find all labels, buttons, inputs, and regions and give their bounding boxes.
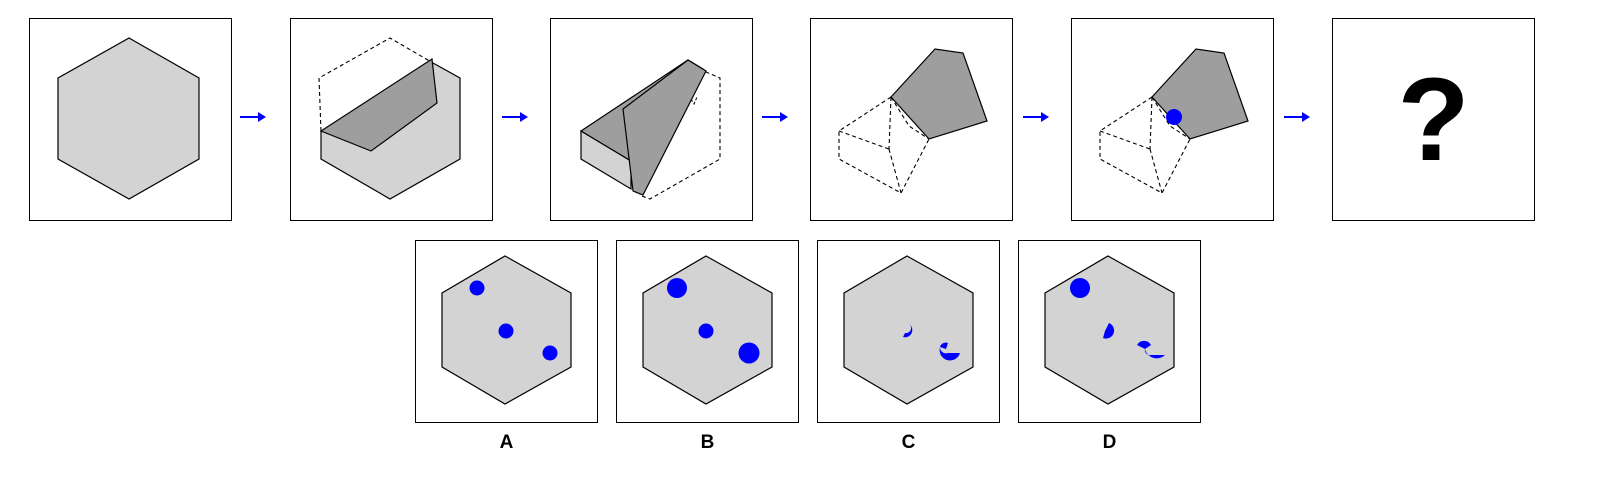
punched-hole xyxy=(738,342,760,364)
option-d-label: D xyxy=(1102,432,1117,453)
punched-hole xyxy=(940,342,948,349)
step-2-panel xyxy=(290,18,493,221)
option-a-hexagon xyxy=(441,255,572,405)
step-3-panel xyxy=(550,18,753,221)
right-arrow-icon xyxy=(762,112,788,122)
punched-hole xyxy=(1070,278,1090,298)
option-c-panel[interactable] xyxy=(817,240,1000,423)
punched-hole xyxy=(498,323,514,339)
right-arrow-icon xyxy=(1284,112,1310,122)
punched-hole xyxy=(1103,323,1115,339)
punched-hole xyxy=(903,323,913,338)
right-arrow-icon xyxy=(502,112,528,122)
punched-hole xyxy=(1137,340,1151,349)
step-4-panel xyxy=(810,18,1013,221)
hexagon-paper xyxy=(57,37,200,200)
option-b-panel[interactable] xyxy=(616,240,799,423)
option-a-label: A xyxy=(499,432,514,453)
option-c-hexagon xyxy=(843,255,974,405)
right-arrow-icon xyxy=(240,112,266,122)
option-b-hexagon xyxy=(642,255,773,405)
punched-hole xyxy=(667,278,687,298)
first-fold xyxy=(318,37,461,200)
folded-paper xyxy=(838,48,988,194)
punched-hole xyxy=(542,345,558,361)
step-5-panel xyxy=(1071,18,1274,221)
option-c-label: C xyxy=(901,432,916,453)
punched-hole xyxy=(698,323,714,339)
question-mark: ? xyxy=(1397,53,1470,186)
option-b-label: B xyxy=(700,432,715,453)
punched-hole xyxy=(1166,109,1182,125)
right-arrow-icon xyxy=(1023,112,1049,122)
step-6-panel: ? xyxy=(1332,18,1535,221)
option-a-panel[interactable] xyxy=(415,240,598,423)
option-d-hexagon xyxy=(1044,255,1175,405)
second-fold xyxy=(579,59,721,200)
punched-hole xyxy=(469,280,485,296)
punched-hole xyxy=(939,347,960,361)
punched-paper xyxy=(1099,48,1249,194)
step-1-panel xyxy=(29,18,232,221)
option-d-panel[interactable] xyxy=(1018,240,1201,423)
punched-hole xyxy=(1144,349,1165,359)
